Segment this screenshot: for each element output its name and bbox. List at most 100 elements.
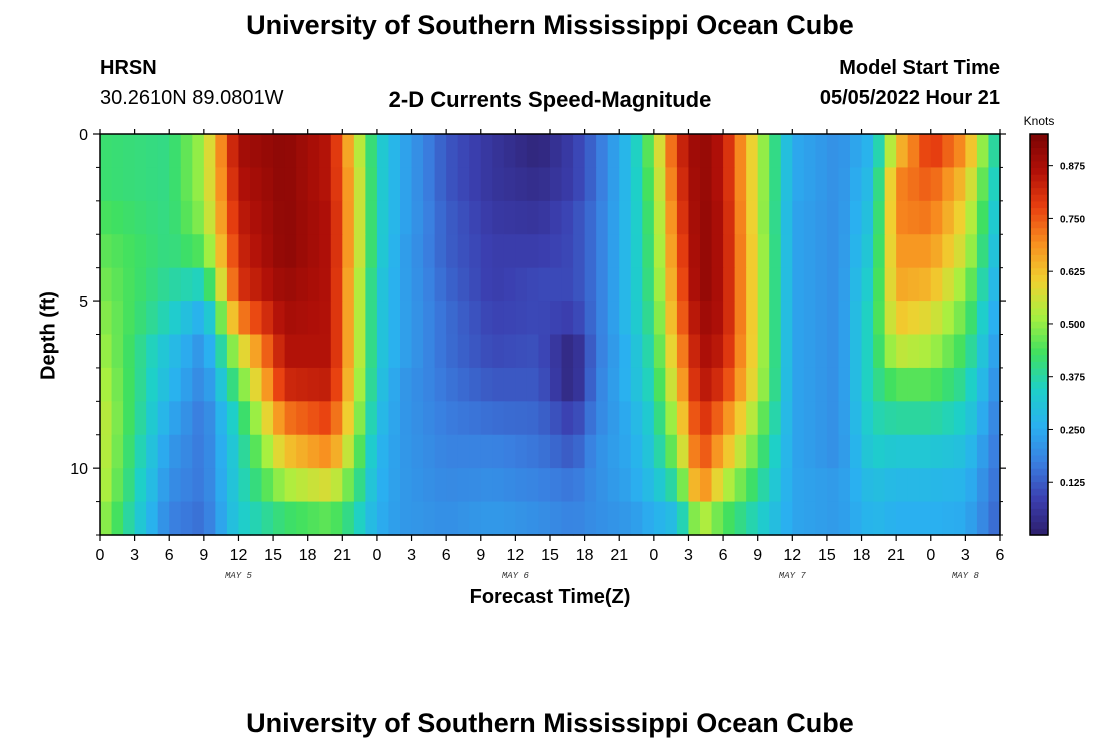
x-axis-label: Forecast Time(Z) (469, 586, 631, 608)
heatmap-cell (965, 501, 978, 536)
heatmap-cell (746, 167, 759, 202)
heatmap-cell (457, 401, 470, 436)
heatmap-cell (653, 234, 666, 269)
heatmap-cell (596, 334, 609, 369)
heatmap-cell (780, 334, 793, 369)
heatmap-cell (896, 468, 909, 503)
heatmap-cell (169, 200, 182, 235)
heatmap-cell (746, 501, 759, 536)
heatmap-cell (561, 134, 574, 169)
heatmap-cell (296, 234, 309, 269)
colorbar-segment (1030, 441, 1048, 449)
heatmap-cell (642, 334, 655, 369)
heatmap-cell (746, 367, 759, 402)
heatmap-cell (757, 401, 770, 436)
colorbar-segment (1030, 354, 1048, 362)
heatmap-cell (411, 301, 424, 336)
heatmap-cell (273, 434, 286, 469)
heatmap-cell (342, 134, 355, 169)
heatmap-cell (815, 434, 828, 469)
heatmap-cell (261, 301, 274, 336)
heatmap-cell (550, 434, 563, 469)
heatmap-cell (769, 501, 782, 536)
heatmap-cell (515, 301, 528, 336)
heatmap-cell (411, 234, 424, 269)
heatmap-cell (861, 134, 874, 169)
station-coords: 30.2610N 89.0801W (100, 87, 284, 109)
heatmap-cell (250, 501, 263, 536)
heatmap-cell (573, 334, 586, 369)
heatmap-cell (526, 401, 540, 436)
heatmap-cell (457, 334, 470, 369)
heatmap-cell (919, 401, 932, 436)
heatmap-cell (469, 167, 482, 202)
heatmap-cell (815, 134, 828, 169)
heatmap-cell (526, 334, 540, 369)
heatmap-cell (261, 468, 274, 503)
heatmap-cell (550, 200, 563, 235)
heatmap-cell (746, 468, 759, 503)
heatmap-cell (273, 334, 286, 369)
heatmap-cell (780, 134, 793, 169)
heatmap-cell (111, 434, 124, 469)
heatmap-cell (157, 334, 170, 369)
heatmap-cell (226, 267, 240, 302)
heatmap-cell (192, 167, 205, 202)
heatmap-cell (192, 234, 205, 269)
heatmap-cell (815, 334, 828, 369)
heatmap-cell (215, 301, 228, 336)
model-start-time: 05/05/2022 Hour 21 (819, 87, 1000, 109)
heatmap-cell (942, 200, 955, 235)
heatmap-cell (573, 200, 586, 235)
heatmap-cell (976, 468, 990, 503)
heatmap-cell (653, 401, 666, 436)
heatmap-cell (884, 267, 897, 302)
heatmap-cell (457, 167, 470, 202)
heatmap-cell (215, 401, 228, 436)
heatmap-cell (561, 334, 574, 369)
heatmap-cell (365, 267, 378, 302)
heatmap-cell (284, 167, 297, 202)
heatmap-cell (988, 468, 1001, 503)
colorbar-segment (1030, 347, 1048, 356)
heatmap-cell (734, 134, 747, 169)
heatmap-cell (976, 167, 990, 202)
heatmap-cell (676, 401, 690, 436)
heatmap-cell (907, 234, 920, 269)
heatmap-cell (250, 200, 263, 235)
heatmap-cell (250, 367, 263, 402)
colorbar-segment (1030, 314, 1048, 322)
heatmap-cell (930, 468, 943, 503)
heatmap-cell (907, 501, 920, 536)
heatmap-cell (411, 501, 424, 536)
heatmap-cell (526, 367, 540, 402)
heatmap-cell (942, 434, 955, 469)
heatmap-cell (238, 267, 251, 302)
heatmap-cell (503, 334, 516, 369)
heatmap-cell (342, 434, 355, 469)
heatmap-cell (919, 434, 932, 469)
heatmap-cell (284, 200, 297, 235)
heatmap-cell (423, 434, 436, 469)
heatmap-cell (434, 234, 447, 269)
x-tick-label: 18 (576, 547, 594, 564)
heatmap-cell (861, 200, 874, 235)
heatmap-cell (653, 468, 666, 503)
heatmap-cell (457, 267, 470, 302)
heatmap-cell (192, 367, 205, 402)
heatmap-cell (676, 167, 690, 202)
heatmap-cell (884, 200, 897, 235)
heatmap-cell (469, 234, 482, 269)
heatmap-cell (873, 367, 886, 402)
heatmap-cell (238, 434, 251, 469)
heatmap-cell (434, 301, 447, 336)
heatmap-cell (388, 200, 401, 235)
heatmap-cell (492, 401, 505, 436)
heatmap-cell (503, 267, 516, 302)
heatmap-cell (734, 167, 747, 202)
heatmap-cell (850, 167, 863, 202)
heatmap-cell (146, 234, 159, 269)
heatmap-cell (480, 167, 493, 202)
heatmap-cell (180, 468, 193, 503)
heatmap-cell (492, 267, 505, 302)
